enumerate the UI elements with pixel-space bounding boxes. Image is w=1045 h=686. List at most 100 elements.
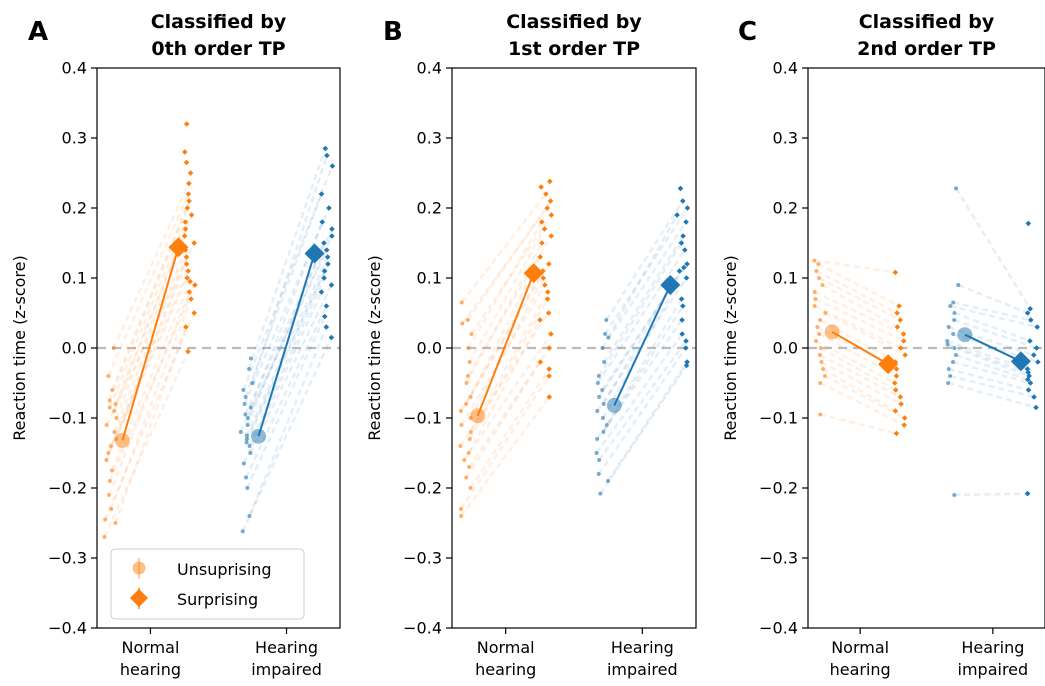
unsurprising-point [108,444,113,448]
subject-line [815,339,896,385]
y-tick-label: 0.2 [773,199,798,218]
surprising-point [188,212,195,218]
surprising-point [545,310,552,316]
surprising-point [546,345,553,351]
subject-line [814,290,905,336]
unsurprising-point [240,529,245,534]
surprising-point [893,373,900,379]
unsurprising-point [594,451,599,455]
subject-line [597,347,687,475]
mean-connector-line [257,253,316,437]
surprising-point [677,185,684,192]
subject-line [459,375,551,510]
unsurprising-point [114,416,119,420]
unsurprising-point [606,335,611,340]
surprising-mean-marker [304,243,325,264]
subject-line [953,311,1031,343]
unsurprising-point [600,346,605,350]
subject-line [819,381,905,427]
subject-line [244,305,328,479]
surprising-point [185,191,192,197]
subject-line [817,262,900,308]
mean-connector-line [964,333,1022,363]
y-tick-label: −0.2 [48,479,87,498]
unsurprising-point [817,332,822,336]
subject-line [815,269,898,315]
surprising-point [679,331,685,337]
y-axis-label: Reaction time (z-score) [365,255,384,440]
unsurprising-point [244,433,249,438]
surprising-point [892,269,899,276]
y-tick-label: −0.2 [403,479,442,498]
surprising-point [319,219,326,225]
y-tick-label: −0.1 [48,409,87,428]
unsurprising-point [104,423,109,427]
surprising-mean-marker [1010,351,1031,372]
unsurprising-point [604,318,609,322]
surprising-point [684,359,690,365]
subject-line [245,270,326,444]
legend-label: Surprising [177,590,258,609]
surprising-point [678,240,685,246]
subject-line [109,263,188,447]
subject-line [948,367,1029,392]
unsurprising-point [946,381,951,385]
subject-line [241,336,333,532]
y-tick-label: −0.1 [759,409,798,428]
unsurprising-point [595,437,600,441]
y-tick-label: 0.3 [62,129,87,148]
subject-line [955,353,1029,381]
surprising-point [1031,394,1037,400]
unsurprising-point [468,486,473,490]
unsurprising-point [600,416,605,420]
subject-line [248,277,326,447]
panel-letter: A [28,17,48,47]
surprising-point [186,198,192,204]
subject-line [604,207,689,335]
panel-b: B Classified by 1st order TP −0.4 −0.3 −0.2 −0… [365,11,697,679]
unsurprising-point [106,374,111,378]
subject-line [111,200,191,391]
unsurprising-point [109,468,114,473]
surprising-point [537,254,543,260]
subject-line [821,283,898,329]
x-tick-label: impaired [251,660,322,679]
y-tick-label: 0.0 [417,339,442,358]
unsurprising-point [818,318,823,322]
surprising-point [542,282,548,288]
surprising-point [1034,324,1040,330]
surprising-point [323,324,330,330]
subject-line [954,492,1028,497]
surprising-point [548,331,554,337]
unsurprising-point [602,360,607,364]
y-tick-label: 0.2 [417,199,442,218]
surprising-mean-marker [523,263,544,284]
surprising-point [545,261,552,267]
unsurprising-point [466,346,471,350]
surprising-point [187,170,194,176]
unsurprising-point [468,395,473,399]
surprising-point [683,362,690,369]
surprising-point [897,345,904,351]
y-tick-label: 0.0 [62,339,87,358]
panel-title: 0th order TP [151,38,285,60]
unsurprising-point [106,451,111,455]
surprising-point [187,278,193,285]
subject-line [947,343,1029,374]
surprising-point [538,184,544,190]
surprising-point [182,219,189,225]
surprising-point [683,345,689,351]
surprising-point [893,430,900,437]
subject-line [108,207,189,401]
legend: Unsuprising Surprising [110,548,305,620]
subject-line [819,353,901,399]
surprising-point [328,282,335,288]
surprising-point [683,338,689,344]
surprising-point [901,415,908,421]
subject-line [947,381,1037,409]
subject-line [601,221,688,349]
y-tick-label: −0.3 [403,549,442,568]
x-tick-label: Normal [122,638,180,657]
subject-line [114,256,188,440]
unsurprising-point [459,423,464,427]
